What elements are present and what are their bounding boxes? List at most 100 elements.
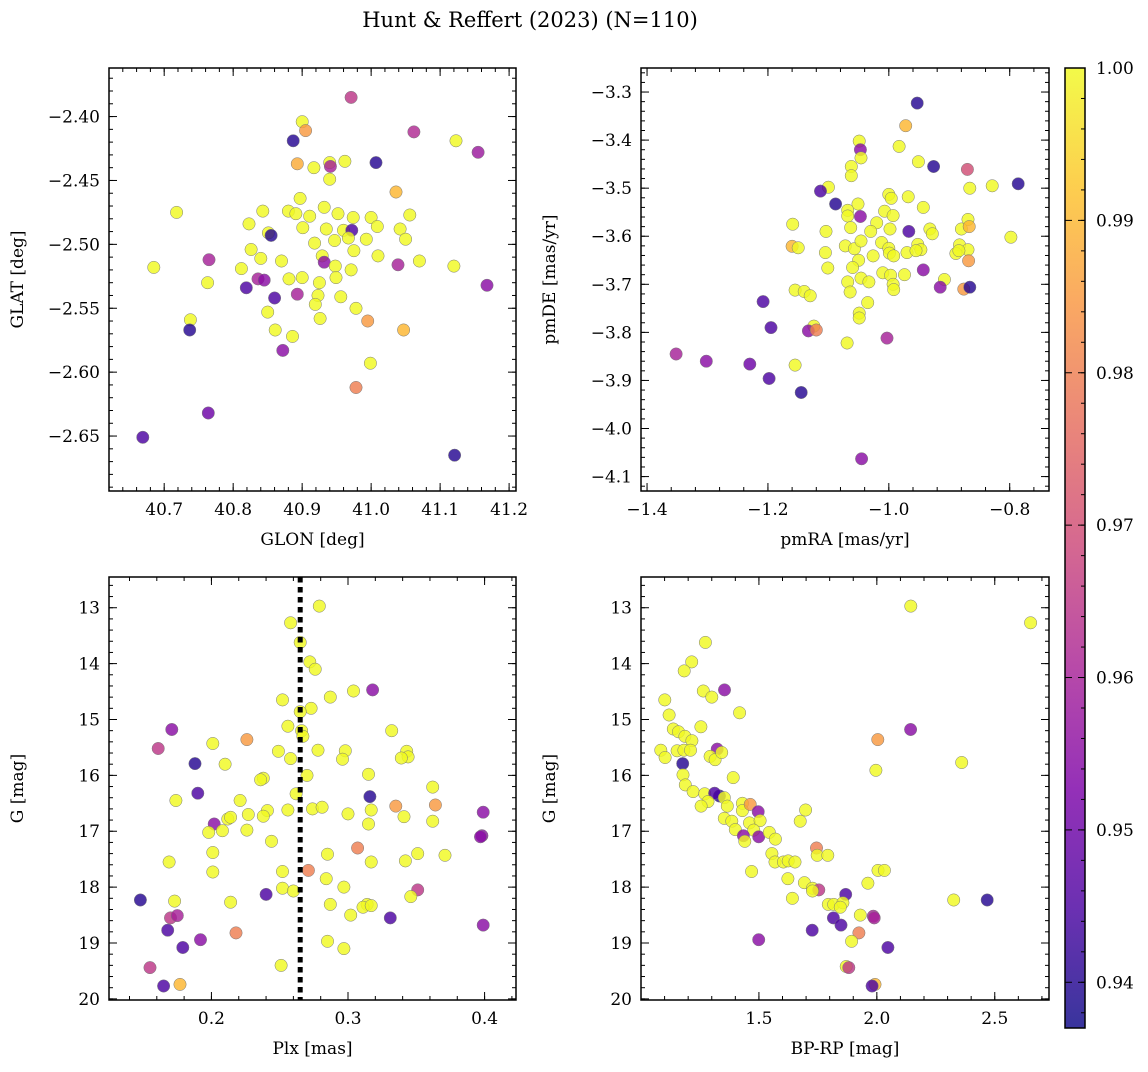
- y-tick-label: 18: [610, 878, 632, 898]
- colorbar-gradient: [1065, 68, 1085, 1028]
- data-point: [313, 312, 327, 325]
- data-point: [794, 386, 808, 399]
- data-point: [282, 272, 296, 286]
- parallax-magnitude-points: [133, 599, 490, 993]
- colorbar-tick-label: 0.94: [1096, 973, 1134, 993]
- data-point: [743, 357, 757, 371]
- data-point: [726, 771, 740, 785]
- data-point: [426, 780, 440, 794]
- data-point: [916, 263, 930, 277]
- y-axis-label: G [mag]: [8, 754, 28, 823]
- data-point: [819, 224, 833, 238]
- data-point: [788, 358, 802, 372]
- data-point: [347, 684, 360, 698]
- y-tick-label: −3.6: [591, 227, 632, 247]
- data-point: [980, 893, 994, 907]
- data-point: [853, 210, 867, 223]
- data-point: [312, 276, 326, 290]
- y-tick-label: −4.0: [591, 420, 632, 440]
- data-point: [799, 803, 813, 817]
- data-point: [359, 232, 373, 246]
- data-point: [803, 289, 817, 303]
- data-point: [170, 205, 184, 219]
- data-point: [341, 807, 355, 821]
- data-point: [202, 825, 216, 839]
- data-point: [752, 933, 766, 947]
- data-point: [887, 283, 901, 297]
- data-point: [1024, 616, 1038, 630]
- data-point: [438, 848, 452, 862]
- y-tick-label: −4.1: [591, 468, 632, 488]
- data-point: [821, 848, 835, 862]
- data-point: [218, 757, 232, 771]
- data-point: [404, 890, 418, 904]
- y-axis-label: G [mag]: [540, 754, 560, 823]
- y-tick-label: 14: [78, 655, 100, 675]
- y-tick-label: 15: [610, 710, 632, 730]
- data-point: [389, 185, 403, 199]
- data-point: [290, 287, 304, 301]
- data-point: [985, 179, 999, 193]
- data-point: [349, 301, 363, 315]
- data-point: [391, 258, 405, 272]
- y-tick-label: −3.8: [591, 323, 632, 343]
- figure-title: Hunt & Reffert (2023) (N=110): [362, 8, 698, 32]
- data-point: [362, 767, 375, 781]
- data-point: [720, 799, 734, 813]
- data-point: [715, 746, 729, 759]
- colorbar-tick-label: 0.97: [1096, 516, 1134, 536]
- data-point: [880, 331, 894, 345]
- data-point: [883, 222, 897, 236]
- data-point: [323, 897, 337, 911]
- colorbar-tick-label: 0.96: [1096, 669, 1134, 689]
- y-tick-label: −3.9: [591, 371, 632, 391]
- data-point: [901, 190, 915, 204]
- x-tick-label: 1.5: [745, 1009, 772, 1029]
- data-point: [240, 733, 254, 747]
- data-point: [321, 934, 334, 948]
- data-point: [254, 251, 268, 265]
- data-point: [276, 865, 289, 878]
- data-point: [364, 803, 378, 817]
- data-point: [363, 790, 377, 804]
- proper-motion-frame: [640, 67, 1050, 492]
- data-point: [341, 231, 355, 245]
- x-tick-label: 2.5: [981, 1009, 1008, 1029]
- data-point: [925, 227, 939, 241]
- data-point: [818, 246, 832, 260]
- data-point: [904, 723, 918, 736]
- data-point: [389, 799, 403, 813]
- data-point: [371, 249, 385, 263]
- data-point: [176, 941, 190, 954]
- data-point: [334, 290, 348, 304]
- data-point: [394, 751, 408, 765]
- data-point: [364, 211, 378, 224]
- data-point: [363, 356, 377, 370]
- y-tick-label: 17: [610, 822, 632, 842]
- data-point: [239, 281, 253, 295]
- y-tick-label: −2.60: [48, 363, 100, 383]
- data-point: [851, 197, 865, 211]
- data-point: [866, 249, 880, 263]
- data-point: [899, 119, 913, 133]
- data-point: [684, 743, 697, 757]
- data-point: [336, 752, 349, 766]
- data-point: [346, 211, 360, 224]
- data-point: [952, 244, 966, 258]
- data-point: [834, 918, 848, 932]
- data-point: [788, 855, 802, 869]
- data-point: [833, 900, 847, 914]
- data-point: [349, 381, 363, 394]
- data-point: [821, 261, 835, 275]
- y-tick-label: 17: [78, 822, 100, 842]
- x-axis-label: GLON [deg]: [260, 530, 364, 550]
- data-point: [224, 810, 238, 824]
- data-point: [411, 847, 425, 861]
- color-magnitude-frame: [640, 576, 1050, 1001]
- data-point: [861, 876, 875, 890]
- data-point: [347, 244, 361, 258]
- y-tick-label: 13: [78, 599, 100, 619]
- data-point: [241, 808, 255, 821]
- data-point: [317, 200, 331, 214]
- data-point: [344, 263, 358, 277]
